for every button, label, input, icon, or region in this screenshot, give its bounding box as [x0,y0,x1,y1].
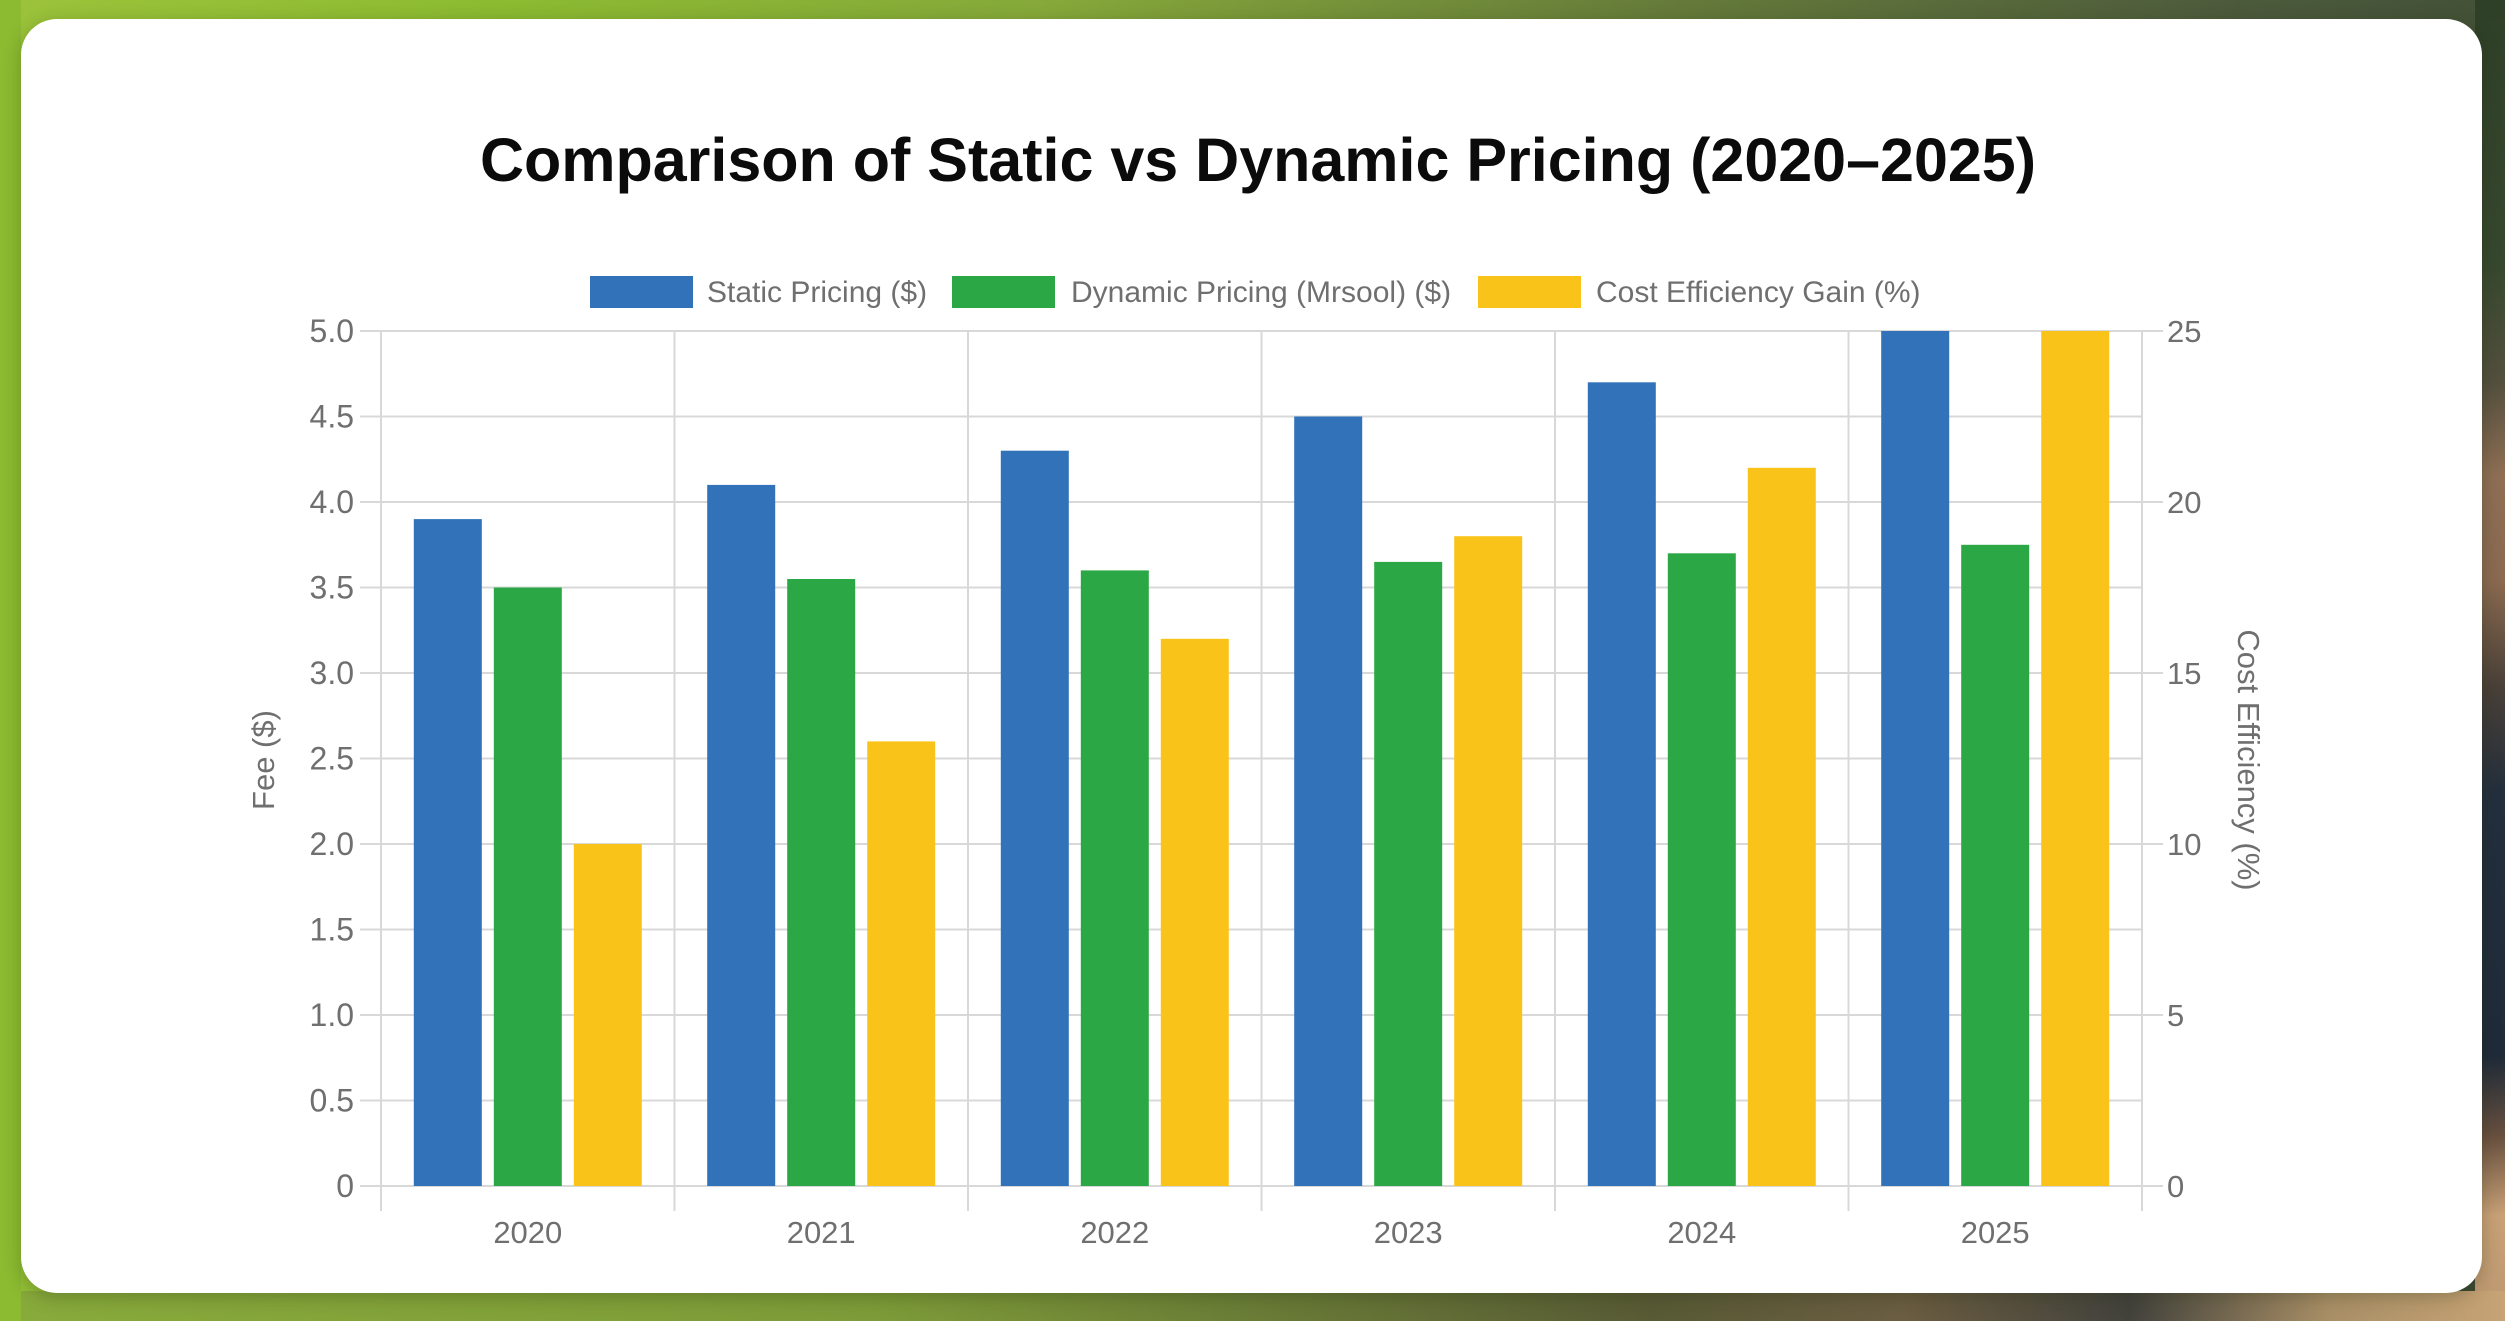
svg-text:2022: 2022 [1080,1215,1149,1250]
svg-text:2020: 2020 [493,1215,562,1250]
svg-text:5: 5 [2167,998,2184,1033]
svg-text:0: 0 [336,1168,354,1204]
svg-text:2021: 2021 [787,1215,856,1250]
svg-text:4.5: 4.5 [310,399,354,435]
svg-text:Cost Efficiency Gain (%): Cost Efficiency Gain (%) [1596,276,1921,309]
svg-text:Comparison of Static vs Dynami: Comparison of Static vs Dynamic Pricing … [480,126,2036,194]
svg-text:20: 20 [2167,485,2201,520]
svg-text:15: 15 [2167,656,2201,691]
svg-text:Dynamic Pricing (Mrsool) ($): Dynamic Pricing (Mrsool) ($) [1071,276,1451,309]
svg-text:Fee ($): Fee ($) [246,710,281,810]
svg-text:2025: 2025 [1961,1215,2030,1250]
svg-text:2024: 2024 [1667,1215,1736,1250]
svg-text:2.5: 2.5 [310,741,354,777]
svg-text:5.0: 5.0 [310,313,354,349]
svg-text:10: 10 [2167,827,2201,862]
svg-text:3.5: 3.5 [310,570,354,606]
svg-text:4.0: 4.0 [310,484,354,520]
svg-text:1.5: 1.5 [310,912,354,948]
svg-text:0: 0 [2167,1169,2184,1204]
svg-text:Static Pricing ($): Static Pricing ($) [707,276,927,309]
svg-text:2023: 2023 [1374,1215,1443,1250]
svg-text:3.0: 3.0 [310,655,354,691]
svg-text:2.0: 2.0 [310,826,354,862]
svg-text:25: 25 [2167,314,2201,349]
svg-text:1.0: 1.0 [310,997,354,1033]
svg-text:Cost Efficiency (%): Cost Efficiency (%) [2231,629,2266,890]
svg-text:0.5: 0.5 [310,1083,354,1119]
